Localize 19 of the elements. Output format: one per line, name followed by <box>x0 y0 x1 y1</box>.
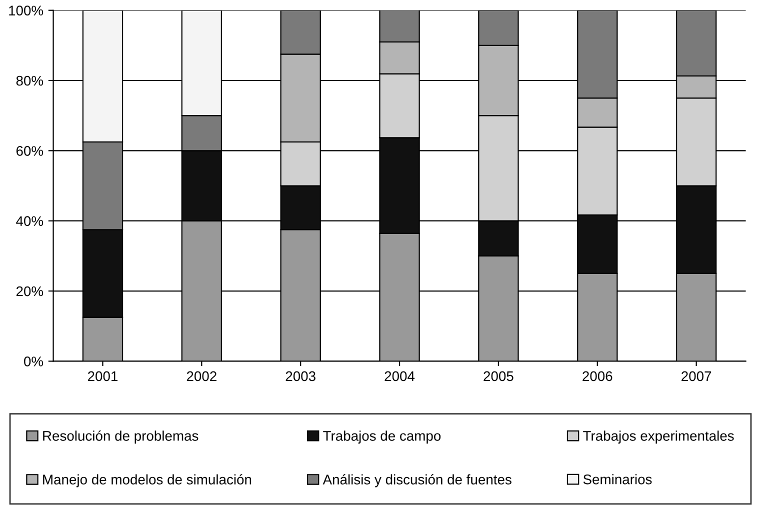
legend-label: Resolución de problemas <box>43 430 198 444</box>
x-tick-label: 2004 <box>384 371 415 382</box>
x-tick-label: 2003 <box>286 371 316 382</box>
legend-label: Seminarios <box>583 474 652 484</box>
x-tick-label: 2005 <box>484 371 514 382</box>
y-tick-label: 80% <box>16 76 44 86</box>
legend-label: Análisis y discusión de fuentes <box>322 474 512 488</box>
legend-label: Trabajos de campo <box>323 430 441 444</box>
y-tick-label: 100% <box>9 6 44 16</box>
legend-label: Trabajos experimentales <box>583 430 734 444</box>
legend-label: Manejo de modelos de simulación <box>43 474 252 488</box>
x-tick-label: 2002 <box>186 371 216 382</box>
y-tick-label: 60% <box>16 146 44 156</box>
y-tick-label: 20% <box>16 286 44 296</box>
x-tick-label: 2007 <box>682 371 712 382</box>
x-tick-label: 2006 <box>582 371 612 382</box>
x-tick-label: 2001 <box>88 371 118 382</box>
y-tick-label: 0% <box>24 356 44 366</box>
y-tick-label: 40% <box>16 216 44 226</box>
